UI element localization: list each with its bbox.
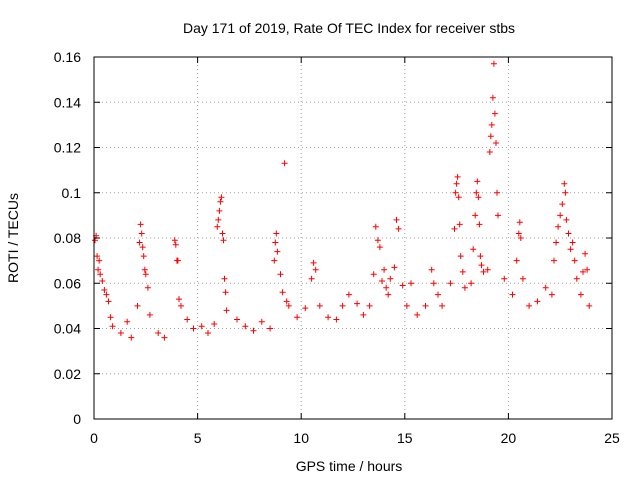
grid-layer: [94, 57, 612, 419]
data-points: [92, 60, 593, 341]
y-tick-label: 0: [73, 411, 81, 427]
y-tick-label: 0.16: [54, 49, 81, 65]
x-tick-label: 20: [501, 430, 517, 446]
y-tick-label: 0.14: [54, 94, 81, 110]
chart-title: Day 171 of 2019, Rate Of TEC Index for r…: [183, 20, 515, 36]
y-tick-label: 0.1: [62, 185, 82, 201]
x-tick-label: 10: [293, 430, 309, 446]
y-axis-label: ROTI / TECUs: [5, 193, 21, 283]
x-tick-label: 5: [194, 430, 202, 446]
y-tick-label: 0.02: [54, 366, 81, 382]
roti-data-point: [92, 60, 593, 341]
x-tick-label: 25: [604, 430, 620, 446]
x-axis-label: GPS time / hours: [296, 458, 403, 474]
x-tick-label: 0: [90, 430, 98, 446]
axis-ticks: 0 5 10 15 20 25 0 0.02 0.04 0.06 0.08 0.1 0.12 0.14 0.…: [54, 49, 620, 446]
y-tick-label: 0.06: [54, 275, 81, 291]
y-tick-label: 0.08: [54, 230, 81, 246]
y-tick-label: 0.04: [54, 321, 81, 337]
x-tick-label: 15: [397, 430, 413, 446]
y-tick-label: 0.12: [54, 140, 81, 156]
